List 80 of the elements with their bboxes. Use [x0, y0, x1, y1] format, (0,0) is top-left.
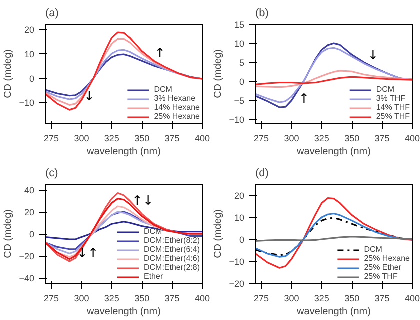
annotation: ↓	[84, 89, 95, 104]
x-tick-label: 325	[104, 134, 120, 144]
y-tick-label: −20	[19, 252, 35, 262]
legend-label: DCM:Ether(2:8)	[144, 263, 200, 272]
y-tick-label: −20	[229, 279, 245, 289]
y-tick-label: 0	[239, 77, 245, 88]
x-tick-label: 300	[74, 294, 90, 304]
y-axis-title: CD (mdeg)	[3, 50, 14, 98]
x-axis-title: wavelength (nm)	[296, 146, 371, 158]
x-tick-label: 275	[254, 134, 270, 144]
y-tick-label: 0	[29, 230, 35, 240]
x-tick-label: 400	[404, 294, 420, 304]
legend-label: 25% Ether	[364, 263, 402, 272]
x-tick-label: 350	[344, 294, 360, 304]
y-axis-title: CD (mdeg)	[3, 210, 14, 258]
legend-label: 25% THF	[364, 272, 398, 281]
y-tick-label: 5	[239, 58, 245, 68]
legend-label: 14% THF	[376, 103, 410, 112]
x-tick-label: 325	[314, 134, 330, 144]
x-tick-label: 350	[134, 134, 150, 144]
x-tick-label: 300	[74, 134, 90, 144]
legend-label: 14% Hexane	[154, 103, 200, 112]
y-tick-label: −10	[229, 257, 245, 267]
y-tick-label: 10	[234, 213, 245, 223]
x-tick-label: 275	[44, 294, 60, 304]
legend-label: DCM	[154, 85, 174, 94]
legend-label: 3% THF	[376, 94, 406, 103]
x-axis-title: wavelength (nm)	[86, 146, 161, 158]
annotation: ↓	[368, 48, 379, 64]
legend-label: DCM:Ether(4:6)	[144, 254, 200, 263]
y-tick-label: 15	[234, 20, 245, 30]
legend-label: DCM	[376, 85, 396, 94]
x-tick-label: 350	[134, 294, 150, 304]
legend-label: Ether	[144, 272, 164, 281]
y-tick-label: 0	[239, 235, 245, 245]
annotation: ↑	[154, 46, 166, 62]
y-tick-label: 0	[29, 74, 35, 84]
y-tick-label: −10	[19, 98, 35, 108]
x-tick-label: 275	[254, 294, 270, 304]
x-tick-label: 375	[374, 134, 390, 144]
x-tick-label: 300	[284, 134, 300, 144]
text: (c)	[46, 168, 58, 180]
y-tick-label: −5	[234, 96, 245, 106]
legend-label: 3% Hexane	[154, 94, 196, 103]
x-tick-label: 375	[374, 294, 390, 304]
x-tick-label: 275	[44, 134, 60, 144]
y-axis-title: CD (mdeg)	[213, 50, 224, 98]
x-tick-label: 375	[164, 134, 180, 144]
legend-label: DCM	[364, 245, 384, 254]
y-axis-title: CD (mdeg)	[213, 210, 224, 258]
text: (a)	[46, 8, 59, 20]
x-tick-label: 325	[104, 294, 120, 304]
y-tick-label: −40	[19, 274, 35, 284]
legend-label: DCM	[144, 227, 164, 236]
x-tick-label: 300	[284, 294, 300, 304]
y-tick-label: 20	[24, 208, 35, 218]
x-tick-label: 350	[344, 134, 360, 144]
x-tick-label: 325	[314, 294, 330, 304]
y-tick-label: −10	[229, 115, 245, 126]
text: (b)	[256, 8, 269, 20]
x-tick-label: 400	[194, 134, 210, 144]
legend-label: 25% Hexane	[154, 112, 200, 121]
y-tick-label: 10	[24, 49, 35, 60]
legend-label: 25% Hexane	[364, 254, 410, 263]
y-tick-label: 10	[234, 39, 245, 50]
x-tick-label: 400	[194, 294, 210, 304]
legend-label: DCM:Ether(8:2)	[144, 236, 200, 245]
annotation: ↑↓	[132, 194, 154, 209]
x-tick-label: 375	[164, 294, 180, 304]
y-tick-label: 20	[24, 24, 35, 35]
legend-label: 25% THF	[376, 112, 410, 121]
text: (d)	[256, 168, 269, 180]
y-tick-label: 20	[234, 191, 245, 201]
x-axis-title: wavelength (nm)	[296, 306, 371, 318]
y-tick-label: 40	[24, 186, 35, 196]
x-tick-label: 400	[404, 134, 420, 144]
x-axis-title: wavelength (nm)	[86, 306, 161, 318]
annotation: ↑	[298, 92, 310, 108]
legend-label: DCM:Ether(6:4)	[144, 245, 200, 254]
annotation: ↓↑	[76, 246, 99, 262]
